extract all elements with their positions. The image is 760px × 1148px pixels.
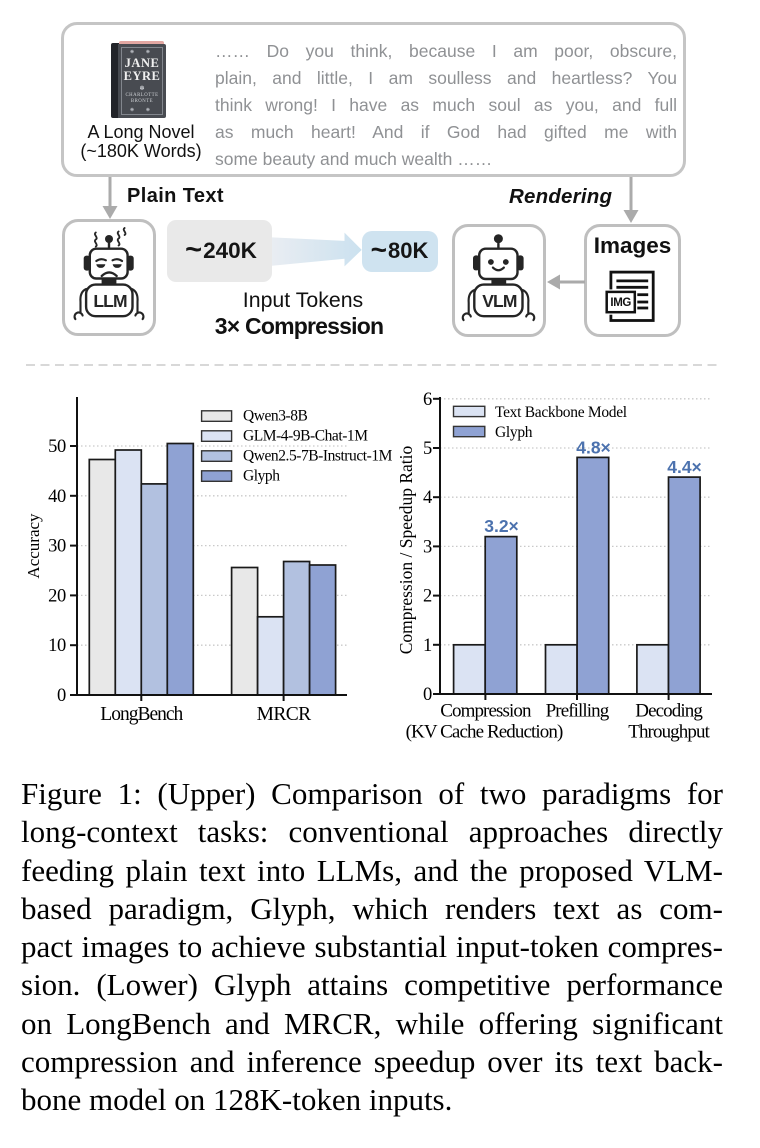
svg-text:4.4×: 4.4× [667,457,702,477]
svg-text:3.2×: 3.2× [484,516,519,536]
svg-text:0: 0 [423,685,432,705]
svg-text:LongBench: LongBench [100,704,183,725]
svg-text:Prefilling: Prefilling [546,701,610,722]
svg-text:Decoding: Decoding [635,701,703,722]
svg-text:10: 10 [48,636,66,656]
svg-text:4.8×: 4.8× [576,438,611,458]
svg-text:Accuracy: Accuracy [24,513,43,579]
svg-text:20: 20 [48,586,66,606]
svg-text:VLM: VLM [482,291,517,311]
svg-text:(KV Cache Reduction): (KV Cache Reduction) [406,722,563,743]
svg-text:3: 3 [423,537,432,557]
svg-text:Text Backbone Model: Text Backbone Model [495,404,627,421]
svg-text:Compression / Speedup Ratio: Compression / Speedup Ratio [396,445,416,654]
svg-text:LLM: LLM [93,291,127,311]
svg-text:30: 30 [48,537,66,557]
svg-text:Compression: Compression [440,701,532,722]
svg-text:4: 4 [423,488,432,508]
svg-text:Glyph: Glyph [495,424,533,441]
svg-text:50: 50 [48,437,66,457]
svg-text:Qwen3-8B: Qwen3-8B [243,408,308,425]
svg-text:GLM-4-9B-Chat-1M: GLM-4-9B-Chat-1M [243,428,368,445]
svg-text:MRCR: MRCR [257,704,312,725]
svg-text:6: 6 [423,390,432,410]
svg-text:Glyph: Glyph [243,468,280,485]
svg-text:IMG: IMG [610,297,631,309]
svg-text:5: 5 [423,439,432,459]
svg-text:Throughput: Throughput [628,722,710,743]
svg-text:Qwen2.5-7B-Instruct-1M: Qwen2.5-7B-Instruct-1M [243,448,393,465]
svg-text:1: 1 [423,636,432,656]
svg-text:0: 0 [57,686,66,706]
svg-text:40: 40 [48,487,66,507]
svg-text:2: 2 [423,587,432,607]
